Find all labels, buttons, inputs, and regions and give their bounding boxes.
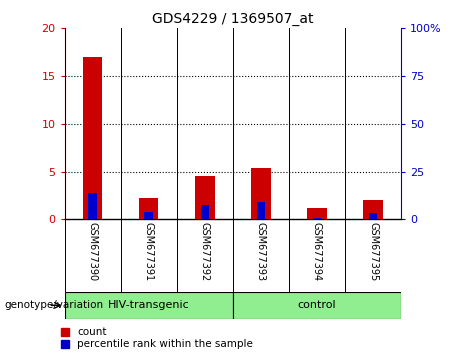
- Bar: [195, 176, 214, 219]
- Bar: [363, 200, 383, 219]
- Text: HIV-transgenic: HIV-transgenic: [108, 300, 189, 310]
- Legend: count, percentile rank within the sample: count, percentile rank within the sample: [60, 327, 253, 349]
- Bar: [201, 205, 209, 219]
- Text: genotype/variation: genotype/variation: [5, 300, 104, 310]
- Text: GSM677392: GSM677392: [200, 222, 210, 281]
- Title: GDS4229 / 1369507_at: GDS4229 / 1369507_at: [152, 12, 313, 26]
- Bar: [144, 212, 153, 219]
- Text: GSM677394: GSM677394: [312, 222, 322, 281]
- Bar: [139, 199, 159, 219]
- Bar: [313, 218, 321, 219]
- Bar: [251, 168, 271, 219]
- Bar: [89, 193, 97, 219]
- Bar: [233, 292, 401, 319]
- Bar: [257, 202, 265, 219]
- Text: GSM677391: GSM677391: [144, 222, 154, 281]
- Text: control: control: [298, 300, 336, 310]
- Bar: [307, 208, 327, 219]
- Bar: [369, 213, 377, 219]
- Text: GSM677393: GSM677393: [256, 222, 266, 281]
- Bar: [83, 57, 102, 219]
- Text: GSM677395: GSM677395: [368, 222, 378, 281]
- Bar: [65, 292, 233, 319]
- Text: GSM677390: GSM677390: [88, 222, 98, 281]
